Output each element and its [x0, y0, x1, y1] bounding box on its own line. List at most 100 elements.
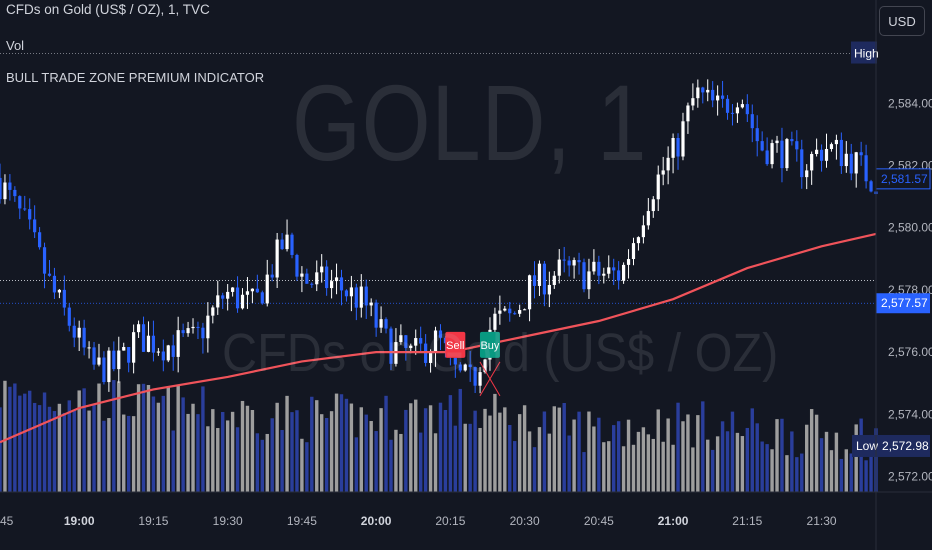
price-tick-label: 2,580.00 — [888, 221, 932, 235]
volume-bar — [829, 450, 834, 492]
candle-body — [552, 275, 556, 285]
time-tick-label: :45 — [0, 514, 14, 528]
candle-body — [498, 310, 502, 314]
signals: Sell Buy — [445, 331, 501, 397]
volume-bar — [389, 439, 393, 492]
candle-body — [617, 270, 621, 281]
candle-body — [844, 153, 848, 167]
candle-body — [132, 332, 136, 363]
volume-bar — [171, 430, 175, 492]
candle-body — [414, 338, 418, 346]
candle-body — [592, 261, 596, 272]
candle-body — [57, 289, 61, 293]
candle-body — [577, 260, 581, 263]
volume-bar — [394, 429, 398, 492]
symbol-title[interactable]: CFDs on Gold (US$ / OZ), 1, TVC — [6, 2, 210, 17]
candle-body — [790, 139, 794, 142]
volume-bar — [795, 457, 799, 492]
legend-vol[interactable]: Vol — [6, 38, 25, 53]
candle-body — [849, 153, 853, 174]
volume-bar — [265, 433, 269, 492]
candle-body — [503, 308, 507, 311]
legend-indicator[interactable]: BULL TRADE ZONE PREMIUM INDICATOR — [6, 70, 265, 85]
volume-bar — [300, 438, 304, 492]
low-tag-bg — [852, 434, 930, 457]
candle-body — [379, 319, 383, 328]
candle-body — [72, 325, 76, 338]
volume-bar — [245, 405, 250, 492]
volume-bar — [240, 400, 245, 492]
candle-body — [750, 114, 754, 129]
time-tick-label: 19:00 — [64, 514, 95, 528]
volume-bar — [468, 423, 472, 492]
volume-bar — [676, 402, 680, 492]
candle-body — [755, 128, 759, 142]
volume-bar — [438, 402, 443, 492]
volume-bar — [755, 423, 759, 492]
candle-body — [3, 182, 7, 200]
candle-body — [696, 87, 700, 99]
candle-body — [641, 225, 645, 238]
volume-bar — [57, 403, 62, 492]
candle-body — [310, 283, 314, 285]
volume-bar — [701, 401, 705, 492]
volume-bar — [725, 431, 730, 492]
candle-body — [483, 359, 487, 373]
volume-bar — [364, 414, 368, 492]
volume-bar — [636, 431, 641, 492]
candle-body — [47, 273, 52, 276]
volume-bar — [42, 392, 47, 492]
volume-bar — [508, 424, 512, 492]
volume-bar — [126, 415, 131, 492]
volume-bar — [488, 415, 492, 492]
candle-body — [255, 288, 259, 293]
volume-bar — [131, 416, 136, 492]
volume-bar — [117, 381, 121, 492]
currency-button[interactable]: USD — [879, 6, 925, 36]
candle-body — [626, 259, 631, 265]
price-axis[interactable]: 2,584.002,582.002,580.002,578.002,576.00… — [851, 41, 932, 484]
candle-body — [681, 121, 685, 157]
volume-bar — [112, 380, 116, 492]
candle-body — [275, 239, 279, 278]
candle-body — [28, 209, 32, 220]
candle-body — [735, 107, 740, 114]
volume-bar — [745, 427, 750, 492]
volume-bar — [443, 410, 448, 492]
volume-bar — [854, 424, 858, 492]
volume-bar — [260, 439, 265, 492]
volume-bar — [196, 414, 200, 492]
candle-body — [646, 211, 650, 226]
volume-bar — [819, 438, 824, 492]
candle-body — [231, 287, 235, 292]
candle-body — [146, 335, 151, 352]
volume-bar — [369, 421, 373, 492]
candle-body — [730, 112, 735, 114]
candle-body — [18, 196, 22, 209]
candle-body — [800, 149, 804, 178]
volume-bar — [814, 414, 819, 492]
candle-body — [127, 347, 131, 363]
volume-bar — [305, 442, 309, 492]
volume-bar — [225, 420, 230, 492]
volume-bar — [379, 408, 383, 492]
crosshair-price-tag: 2,577.57 — [881, 296, 928, 310]
volume-bar — [166, 386, 170, 492]
volume-bar — [577, 411, 581, 492]
candle-body — [854, 152, 858, 174]
candle-body — [52, 275, 57, 293]
volume-bar — [547, 433, 552, 492]
candle-body — [325, 266, 329, 289]
candle-body — [691, 98, 695, 106]
candle-body — [67, 307, 71, 326]
price-tick-label: 2,576.00 — [888, 345, 932, 359]
volume-bar — [0, 407, 2, 492]
candle-body — [0, 177, 2, 200]
volume-bar — [473, 410, 477, 492]
candle-body — [438, 330, 443, 338]
volume-bar — [592, 426, 596, 492]
volume-bar — [418, 432, 423, 492]
current-price-tag: 2,581.57 — [881, 172, 928, 186]
